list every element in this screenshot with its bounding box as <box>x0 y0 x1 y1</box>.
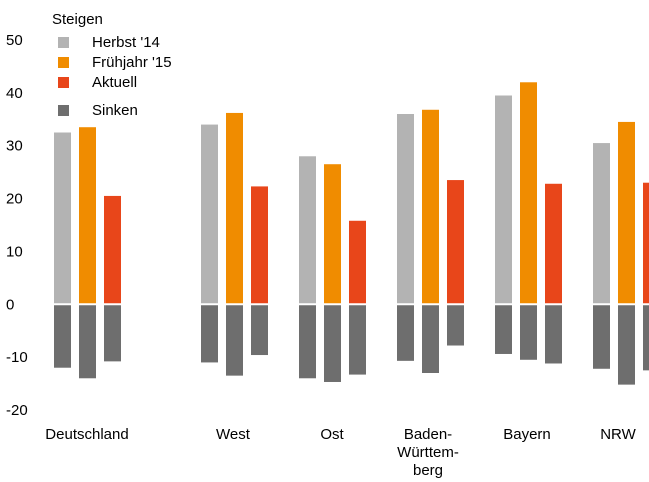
bar-herbst-14-5 <box>593 143 610 305</box>
bar-sinken-2-1 <box>324 304 341 382</box>
legend-swatch <box>58 57 69 68</box>
bar-fr-hjahr-15-2 <box>324 164 341 305</box>
y-tick-label: 20 <box>6 191 23 208</box>
bars-layer <box>40 82 649 385</box>
y-tick-label: 50 <box>6 32 23 49</box>
bar-fr-hjahr-15-4 <box>520 82 537 305</box>
bar-herbst-14-3 <box>397 114 414 305</box>
x-category-label-line: Baden- <box>404 426 452 443</box>
bar-fr-hjahr-15-5 <box>618 121 635 305</box>
bar-sinken-3-1 <box>422 304 439 373</box>
x-category-label: West <box>216 426 251 443</box>
x-category-label-line: NRW <box>600 426 636 443</box>
x-category-label: Baden-Württem-berg <box>397 426 459 479</box>
y-axis: 50 40 30 20 10 0 -10 -20 <box>6 32 28 419</box>
y-tick-label: -20 <box>6 402 28 419</box>
y-tick-label: 30 <box>6 138 23 155</box>
legend-title: Steigen <box>52 11 103 28</box>
legend-label: Frühjahr '15 <box>92 54 172 71</box>
bar-sinken-4-1 <box>520 304 537 360</box>
bar-sinken-5-0 <box>593 304 610 369</box>
legend-swatch <box>58 77 69 88</box>
x-category-label-line: Ost <box>320 426 344 443</box>
bar-sinken-0-1 <box>79 304 96 379</box>
x-category-label: NRW <box>600 426 636 443</box>
legend-swatch <box>58 105 69 116</box>
bar-aktuell-2 <box>349 220 366 305</box>
bar-sinken-4-2 <box>545 304 562 364</box>
x-category-label-line: berg <box>413 462 443 479</box>
bar-fr-hjahr-15-3 <box>422 109 439 305</box>
bar-aktuell-4 <box>545 183 562 305</box>
bar-aktuell-1 <box>251 186 268 305</box>
x-category-label: Ost <box>320 426 344 443</box>
x-category-label-line: Deutschland <box>45 426 128 443</box>
bar-sinken-1-1 <box>226 304 243 376</box>
bar-fr-hjahr-15-1 <box>226 112 243 305</box>
bar-sinken-1-2 <box>251 304 268 356</box>
bar-sinken-5-1 <box>618 304 635 385</box>
x-category-label: Bayern <box>503 426 551 443</box>
bar-herbst-14-4 <box>495 95 512 305</box>
y-tick-label: 0 <box>6 296 14 313</box>
bar-fr-hjahr-15-0 <box>79 127 96 305</box>
bar-sinken-2-2 <box>349 304 366 375</box>
bar-sinken-0-0 <box>54 304 71 368</box>
y-tick-label: 10 <box>6 243 23 260</box>
bar-herbst-14-1 <box>201 124 218 305</box>
legend-swatch <box>58 37 69 48</box>
bar-aktuell-5 <box>643 182 649 305</box>
x-category-label-line: Württem- <box>397 444 459 461</box>
bar-herbst-14-2 <box>299 156 316 305</box>
legend-label: Herbst '14 <box>92 34 160 51</box>
legend-label: Sinken <box>92 102 138 119</box>
bar-sinken-3-2 <box>447 304 464 346</box>
x-category-label-line: Bayern <box>503 426 551 443</box>
x-category-label: Deutschland <box>45 426 128 443</box>
bar-sinken-1-0 <box>201 304 218 363</box>
legend-label: Aktuell <box>92 74 137 91</box>
bar-sinken-5-2 <box>643 304 649 371</box>
bar-herbst-14-0 <box>54 132 71 305</box>
bar-sinken-2-0 <box>299 304 316 379</box>
bar-sinken-3-0 <box>397 304 414 361</box>
x-axis: Deutschland West Ost Baden-Württem-berg Baye… <box>45 426 636 479</box>
bar-aktuell-3 <box>447 180 464 305</box>
y-tick-label: -10 <box>6 349 28 366</box>
bar-sinken-4-0 <box>495 304 512 354</box>
y-tick-label: 40 <box>6 85 23 102</box>
x-category-label-line: West <box>216 426 251 443</box>
bar-aktuell-0 <box>104 195 121 305</box>
bar-sinken-0-2 <box>104 304 121 362</box>
legend: Steigen Herbst '14 Frühjahr '15 Aktuell Sink… <box>52 11 172 119</box>
